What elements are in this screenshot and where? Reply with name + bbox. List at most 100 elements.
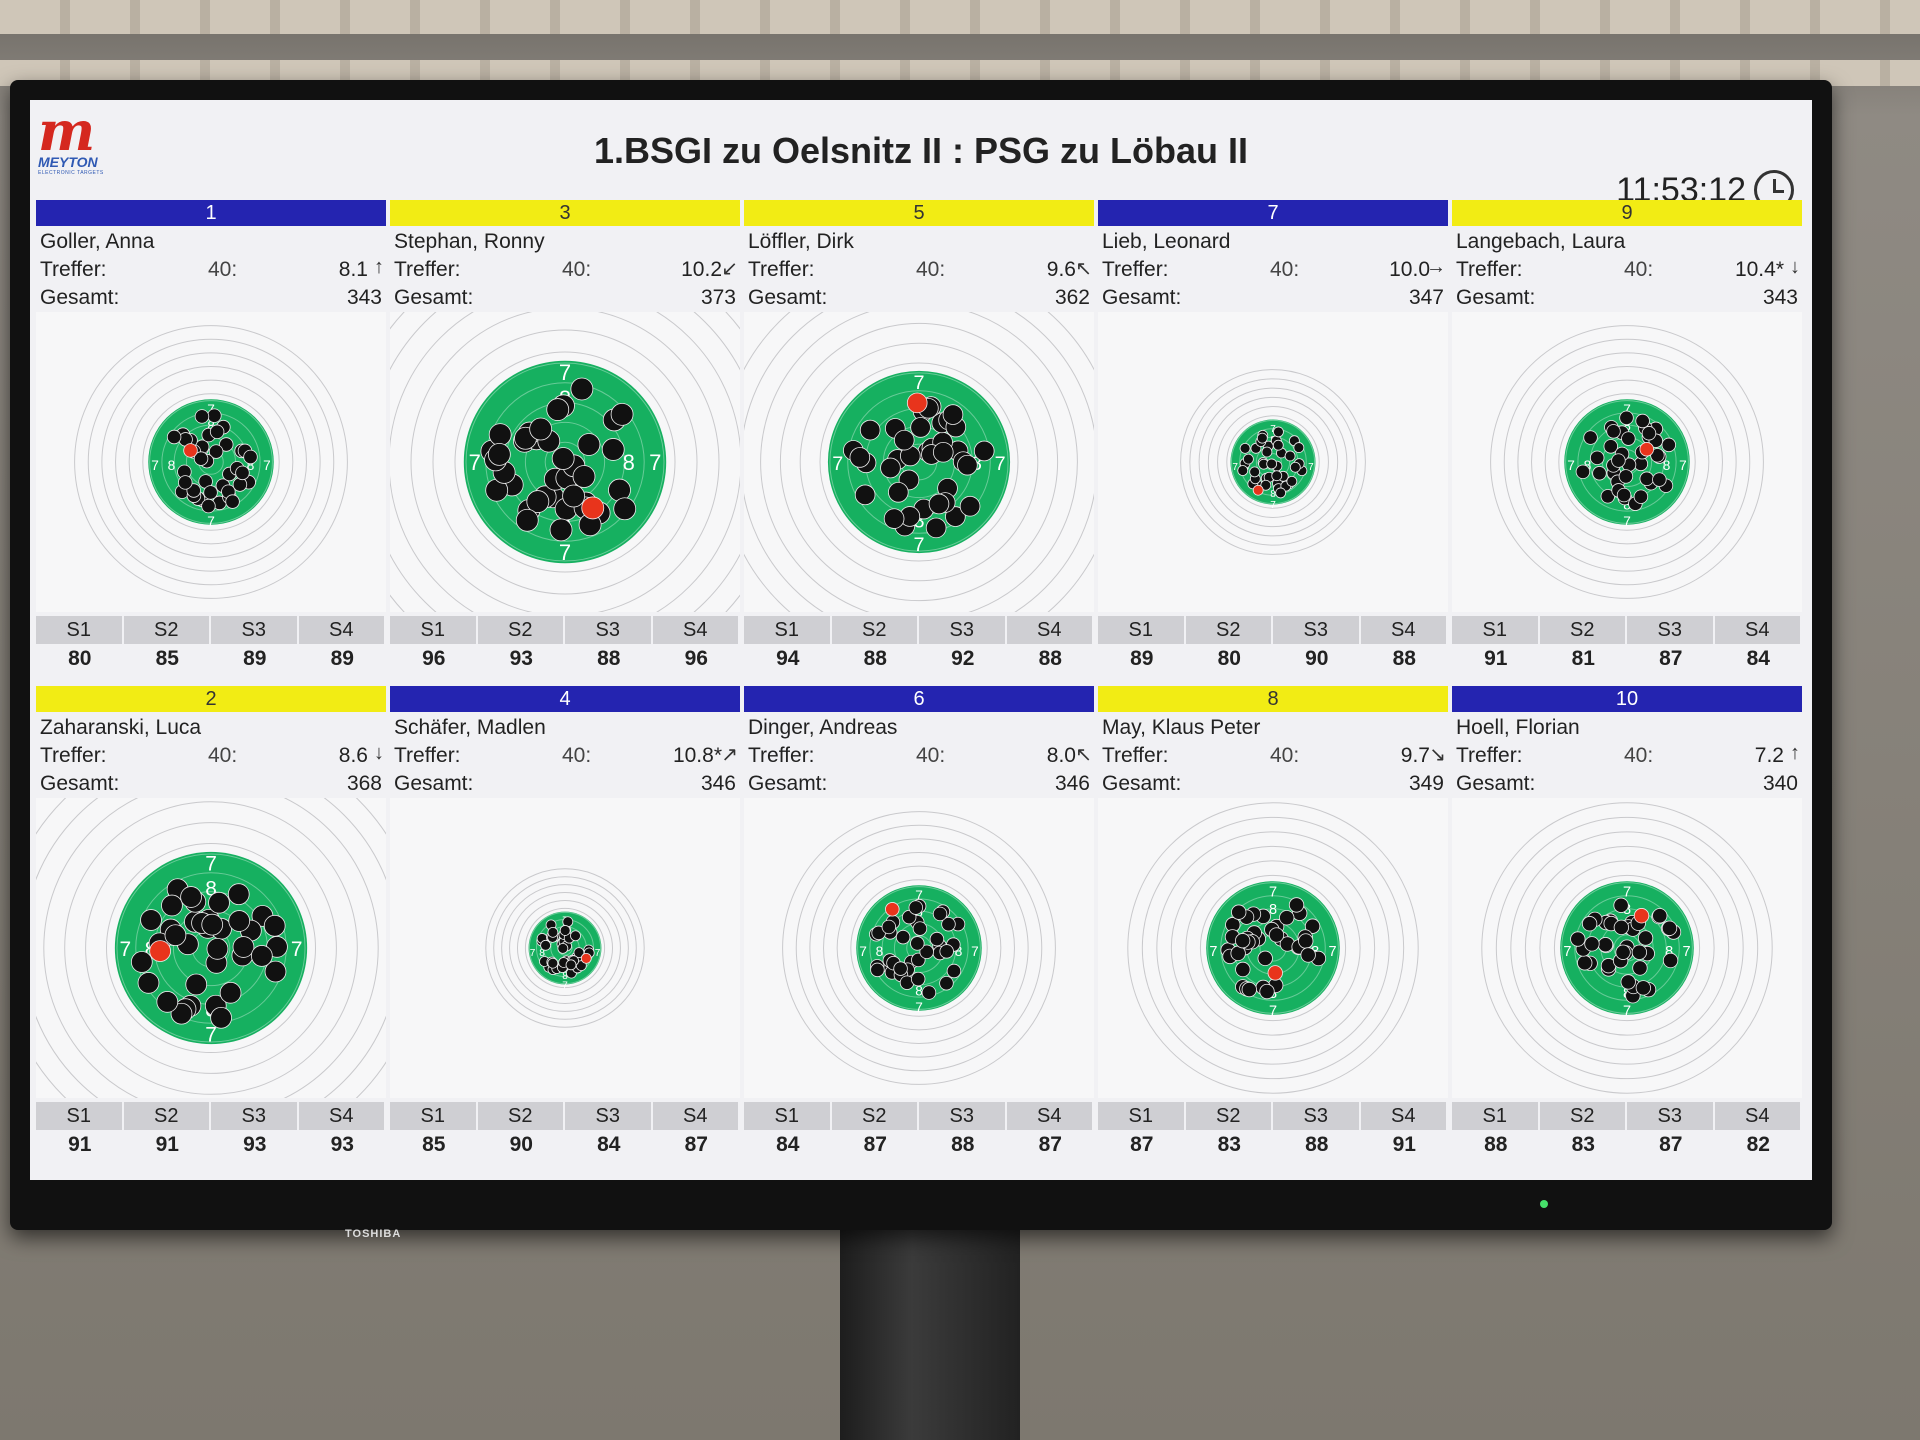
ring-number: 7 [559,360,571,385]
lane-number-bar: 9 [1452,200,1802,226]
direction-arrow-icon: ↓ [374,742,384,764]
shooter-panel-lane-4[interactable]: 4 Schäfer, Madlen Treffer: 40: 10.8* ↗ Gesamt:… [390,686,740,1164]
ring-number: 7 [1623,884,1631,900]
ring-number: 7 [1232,462,1238,473]
shot-marker [973,440,995,462]
series-label: S4 [1006,1102,1094,1130]
series-score: 88 [1392,647,1416,670]
shot-marker [130,951,153,973]
target-ring [836,865,1002,1031]
direction-arrow-icon: ↓ [1790,256,1800,278]
target-ring [128,379,294,545]
ring-number: 7 [1328,944,1336,960]
shooter-panel-lane-2[interactable]: 2 Zaharanski, Luca Treffer: 40: 8.6 ↓ Gesamt: 3… [36,686,386,1164]
shot-marker [551,447,575,470]
shot-count: 40: [1270,744,1300,767]
series-score: 87 [1659,647,1683,670]
shot-marker [1284,450,1296,462]
shooter-panel-lane-5[interactable]: 5 Löffler, Dirk Treffer: 40: 9.6 ↖ Gesamt: 362 7… [744,200,1094,678]
shot-marker [1272,439,1284,451]
shot-marker [1288,897,1305,913]
shot-marker [870,962,885,978]
ring-number: 8 [876,944,884,959]
series-label: S4 [1714,616,1802,644]
shot-marker [208,891,230,914]
target-inner-ring [1230,419,1316,505]
shot-marker [613,497,637,521]
ring-number: 7 [832,453,843,475]
shot-marker [959,495,981,517]
direction-arrow-icon: ↘ [1429,744,1446,766]
shot-marker [137,972,160,994]
series-label: S2 [477,1102,565,1130]
series-values: 94 88 92 88 [744,644,1094,674]
shooter-name: Schäfer, Madlen [394,716,546,739]
shot-marker [487,443,511,466]
target-ring [115,366,307,558]
shooter-panel-lane-7[interactable]: 7 Lieb, Leonard Treffer: 40: 10.0 → Gesamt: 347… [1098,200,1448,678]
shooter-panel-lane-8[interactable]: 8 May, Klaus Peter Treffer: 40: 9.7 ↘ Gesamt: 3… [1098,686,1448,1164]
shot-marker [515,508,539,532]
target-ring [1553,874,1701,1022]
last-shot-value: 9.7 [1400,744,1430,767]
target-ring [1503,338,1751,586]
target-inner-ring [149,400,273,524]
shot-marker [1583,430,1598,445]
target-inner-ring [465,362,665,562]
ring-number: 7 [562,980,568,991]
shot-marker [488,423,512,447]
shooter-panel-lane-6[interactable]: 6 Dinger, Andreas Treffer: 40: 8.0 ↖ Gesamt: 34… [744,686,1094,1164]
shot-marker [859,419,881,441]
shot-marker [207,408,222,423]
target-ring [410,312,720,612]
shot-marker [1275,487,1287,499]
series-score: 87 [1130,1133,1154,1156]
series-header: S1 S2 S3 S4 [390,616,740,644]
shot-marker [581,496,605,520]
shot-marker [1259,983,1275,1000]
target-ring [1217,406,1329,518]
shot-marker [208,444,224,459]
gesamt-label: Gesamt: [40,772,120,795]
direction-arrow-icon: ↑ [374,256,384,278]
series-header: S1 S2 S3 S4 [390,1102,740,1130]
treffer-label: Treffer: [394,744,461,767]
shot-marker [1616,487,1632,503]
series-values: 87 83 88 91 [1098,1130,1448,1160]
shooter-panel-lane-3[interactable]: 3 Stephan, Ronny Treffer: 40: 10.2 ↙ Gesamt: 37… [390,200,740,678]
logo-text: MEYTON [38,154,98,170]
shooter-panel-lane-9[interactable]: 9 Langebach, Laura Treffer: 40: 10.4* ↓ Gesamt… [1452,200,1802,678]
lane-number-bar: 2 [36,686,386,712]
shooter-name: Löffler, Dirk [748,230,854,253]
target-ring [799,342,1039,582]
shot-marker [910,417,931,438]
target-ring [1510,831,1744,1065]
ring-number: 7 [913,372,924,394]
ring-number: 7 [151,458,159,473]
shot-marker [928,493,950,515]
shot-marker [180,886,202,908]
total-score: 346 [700,772,736,795]
shot-marker [1633,489,1649,504]
shot-marker [919,944,934,960]
ring-number: 8 [168,458,176,473]
target-ring [1539,860,1715,1036]
series-score: 88 [1038,647,1062,670]
series-header: S1 S2 S3 S4 [1098,1102,1448,1130]
ring-number: 7 [1623,402,1631,417]
shot-marker [1631,944,1648,960]
lane-number-bar: 8 [1098,686,1448,712]
shot-marker [1268,927,1285,943]
shooter-panel-lane-10[interactable]: 10 Hoell, Florian Treffer: 40: 7.2 ↑ Gesamt: 34… [1452,686,1802,1164]
shot-marker [1231,904,1247,920]
shot-marker [849,447,871,468]
shooter-panel-lane-1[interactable]: 1 Goller, Anna Treffer: 40: 8.1 ↑ Gesamt: 343 7 7… [36,200,386,678]
shot-marker [232,477,248,492]
ring-number: 7 [1270,500,1276,511]
shot-marker [166,429,182,445]
shot-marker [1261,446,1273,458]
target-ring [142,393,280,531]
series-values: 88 83 87 82 [1452,1130,1802,1160]
shot-marker [1289,461,1301,473]
series-score: 91 [1484,647,1508,670]
